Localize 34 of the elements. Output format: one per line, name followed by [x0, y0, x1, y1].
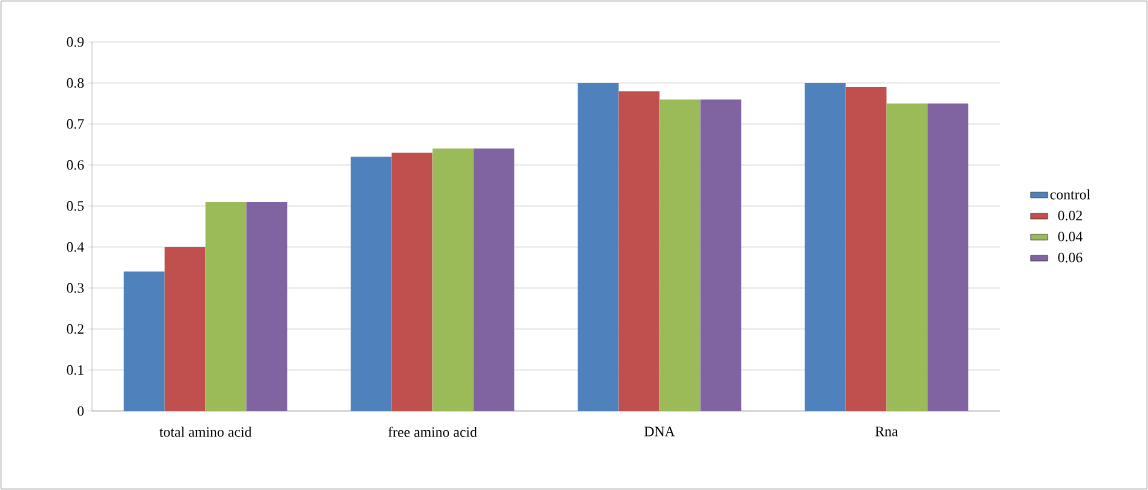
bar	[391, 152, 433, 411]
x-tick-label: free amino acid	[388, 426, 477, 437]
bar	[659, 99, 701, 411]
bar	[246, 201, 288, 411]
y-tick-label: 0.9	[66, 37, 84, 47]
bar	[804, 83, 846, 411]
y-tick-label: 0	[77, 406, 84, 416]
y-tick-label: 0.4	[66, 242, 85, 252]
legend-label: 0.06	[1058, 252, 1083, 263]
bar	[473, 148, 515, 411]
bar	[618, 91, 660, 411]
legend-label: control	[1050, 189, 1091, 200]
x-tick-label: total amino acid	[159, 426, 252, 437]
x-tick-label: DNA	[644, 426, 675, 437]
bar	[205, 201, 247, 411]
bar	[577, 83, 619, 411]
y-tick-label: 0.8	[66, 78, 84, 88]
legend-label: 0.02	[1058, 210, 1082, 221]
bar	[700, 99, 742, 411]
y-tick-label: 0.3	[66, 283, 84, 293]
bar	[164, 247, 206, 411]
y-tick-label: 0.1	[66, 365, 84, 375]
y-tick-label: 0.6	[66, 160, 84, 170]
bar	[845, 87, 887, 411]
x-tick-label: Rna	[875, 426, 898, 437]
bar	[927, 103, 969, 411]
y-tick-label: 0.2	[66, 324, 84, 334]
y-tick-label: 0.5	[66, 201, 84, 211]
bar	[432, 148, 474, 411]
y-tick-label: 0.7	[66, 119, 84, 129]
bar	[350, 156, 392, 411]
legend-label: 0.04	[1058, 231, 1083, 242]
bar	[123, 271, 165, 411]
bar	[886, 103, 928, 411]
